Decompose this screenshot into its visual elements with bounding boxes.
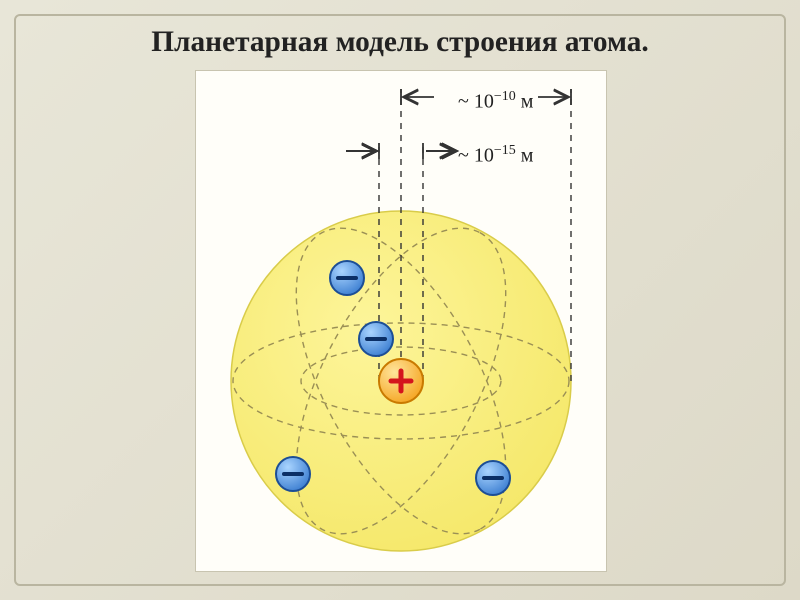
dim-exp: −15	[494, 143, 516, 158]
atom-diameter-label: ~ 10−10 м	[458, 89, 533, 114]
diagram-panel: ~ 10−10 м ~ 10−15 м	[195, 70, 607, 572]
slide-background: Планетарная модель строения атома.	[0, 0, 800, 600]
slide-title: Планетарная модель строения атома.	[0, 26, 800, 59]
atom-diagram	[196, 71, 606, 571]
nucleus	[379, 359, 423, 403]
dim-prefix: ~ 10	[458, 91, 494, 113]
dim-unit: м	[516, 91, 534, 113]
electron	[330, 261, 364, 295]
electron	[276, 457, 310, 491]
dim-prefix: ~ 10	[458, 145, 494, 167]
dim-unit: м	[516, 145, 534, 167]
nucleus-diameter-label: ~ 10−15 м	[458, 143, 533, 168]
electron	[359, 322, 393, 356]
electron	[476, 461, 510, 495]
dim-exp: −10	[494, 89, 516, 104]
